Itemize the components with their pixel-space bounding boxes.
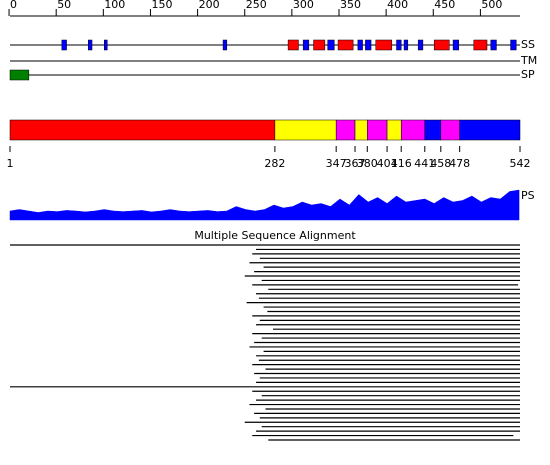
domain bbox=[459, 119, 521, 141]
strand bbox=[365, 39, 372, 51]
ruler-label: 350 bbox=[340, 0, 361, 11]
ps-label: PS bbox=[521, 189, 535, 202]
domain bbox=[440, 119, 460, 141]
strand bbox=[302, 39, 310, 51]
helix bbox=[433, 39, 450, 51]
boundary-label: 441 bbox=[414, 157, 435, 170]
boundary-label: 367 bbox=[345, 157, 366, 170]
strand bbox=[452, 39, 459, 51]
strand bbox=[222, 39, 228, 51]
ruler-label: 400 bbox=[387, 0, 408, 11]
ps-profile bbox=[9, 189, 520, 221]
ruler-label: 450 bbox=[434, 0, 455, 11]
domain bbox=[335, 119, 356, 141]
domain bbox=[354, 119, 368, 141]
boundary-label: 416 bbox=[391, 157, 412, 170]
helix bbox=[313, 39, 326, 51]
boundary-label: 478 bbox=[449, 157, 470, 170]
ruler-label: 100 bbox=[104, 0, 125, 11]
msa-title: Multiple Sequence Alignment bbox=[194, 229, 356, 242]
strand bbox=[357, 39, 363, 51]
helix bbox=[473, 39, 488, 51]
signal-peptide bbox=[9, 69, 30, 81]
boundary-label: 401 bbox=[377, 157, 398, 170]
strand bbox=[396, 39, 402, 51]
strand bbox=[403, 39, 409, 51]
strand bbox=[87, 39, 93, 51]
ruler-label: 150 bbox=[151, 0, 172, 11]
helix bbox=[287, 39, 299, 51]
helix bbox=[337, 39, 354, 51]
strand bbox=[417, 39, 424, 51]
sp-label: SP bbox=[521, 68, 535, 81]
domain bbox=[274, 119, 337, 141]
strand bbox=[327, 39, 335, 51]
domain bbox=[424, 119, 442, 141]
ruler-label: 50 bbox=[57, 0, 71, 11]
ruler-label: 0 bbox=[10, 0, 17, 11]
boundary-label: 380 bbox=[357, 157, 378, 170]
strand bbox=[510, 39, 517, 51]
boundary-label: 282 bbox=[264, 157, 285, 170]
boundary-label: 347 bbox=[326, 157, 347, 170]
domain bbox=[386, 119, 402, 141]
boundary-label: 1 bbox=[7, 157, 14, 170]
ruler-label: 250 bbox=[246, 0, 267, 11]
domain bbox=[400, 119, 426, 141]
strand bbox=[490, 39, 497, 51]
ruler-label: 500 bbox=[481, 0, 502, 11]
domain bbox=[367, 119, 388, 141]
domain bbox=[9, 119, 276, 141]
ruler-label: 200 bbox=[199, 0, 220, 11]
helix bbox=[375, 39, 393, 51]
strand bbox=[104, 39, 108, 51]
tm-label: TM bbox=[520, 54, 537, 67]
boundary-label: 458 bbox=[430, 157, 451, 170]
ruler-label: 300 bbox=[293, 0, 314, 11]
boundary-label: 542 bbox=[510, 157, 531, 170]
ss-label: SS bbox=[521, 38, 535, 51]
strand bbox=[61, 39, 67, 51]
